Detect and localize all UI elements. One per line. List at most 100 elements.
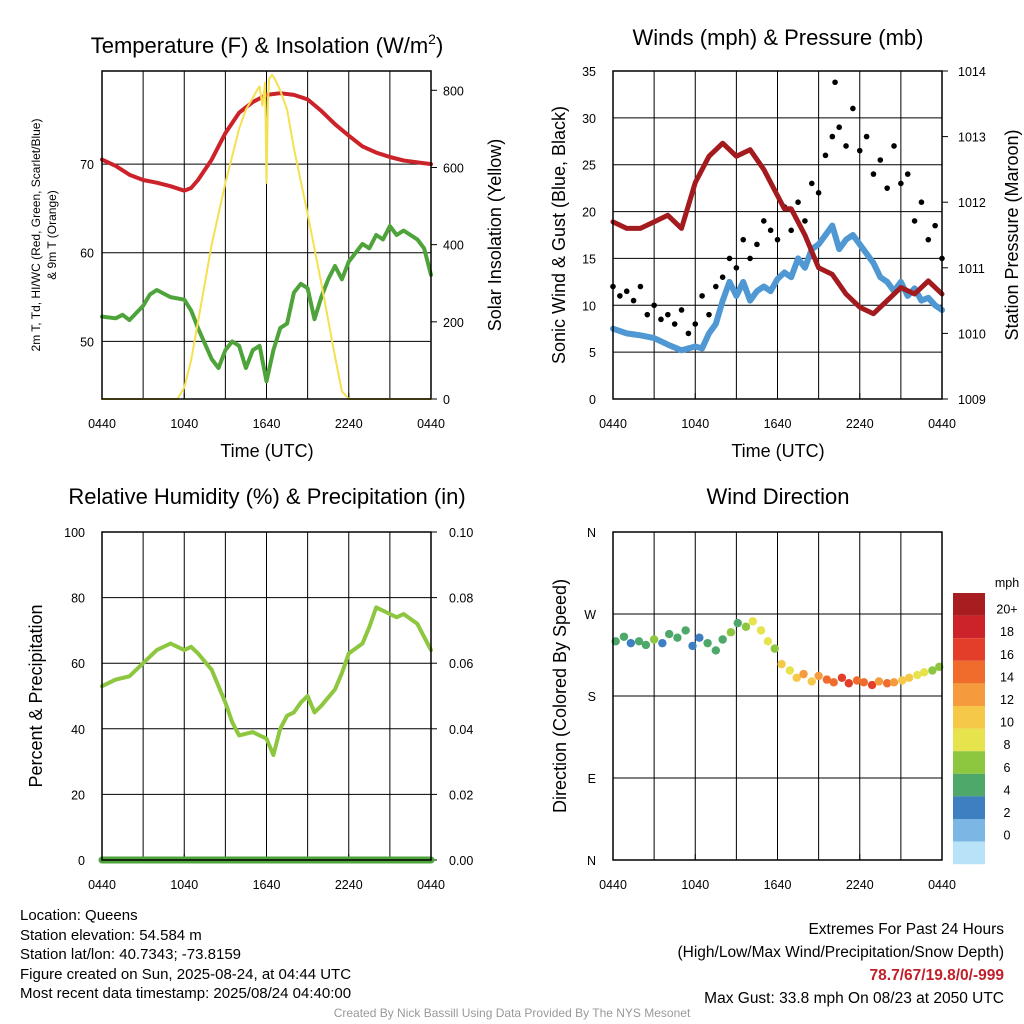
- wdir-panel-ylabel: Direction (Colored By Speed): [550, 579, 570, 813]
- wind-panel-ylabel-left: Sonic Wind & Gust (Blue, Black): [549, 106, 569, 364]
- wind-gust-point: [699, 293, 705, 299]
- wind-gust-point: [932, 222, 938, 229]
- rh-ytick-right: 0.02: [449, 788, 473, 802]
- wind-ytick-right: 1014: [958, 65, 986, 79]
- wind-ytick-left: 25: [582, 159, 596, 173]
- credit-text: Created By Nick Bassill Using Data Provi…: [333, 1006, 691, 1020]
- wind-xtick-label: 1040: [681, 417, 709, 431]
- extremes-fields: (High/Low/Max Wind/Precipitation/Snow De…: [677, 944, 1005, 961]
- wind-gust-point: [822, 152, 829, 159]
- wind-gust-point: [795, 199, 801, 205]
- wind-gust-point: [685, 330, 692, 337]
- pressure-line: [610, 140, 945, 317]
- wind-gust-point: [713, 283, 719, 290]
- wind-gust-point: [850, 105, 856, 112]
- temp-panel-plot: 0440 1040 1640 2240 0440 50 60 70 0 200 400 600 800: [80, 70, 464, 431]
- wdir-point: [882, 679, 892, 688]
- wind-panel-title: Winds (mph) & Pressure (mb): [633, 25, 924, 50]
- rh-panel-ylabel: Percent & Precipitation: [26, 604, 46, 787]
- wdir-point: [756, 626, 766, 635]
- wdir-frame: [612, 531, 943, 861]
- colorbar-label: 12: [1000, 693, 1014, 707]
- wind-gust-point: [911, 218, 918, 224]
- wdir-point: [658, 638, 667, 648]
- wdir-panel-title: Wind Direction: [706, 484, 849, 509]
- wind-gust-point: [617, 293, 623, 299]
- wdir-point: [867, 680, 877, 690]
- temp-ytick-left: 70: [80, 158, 94, 172]
- wind-ytick-right: 1009: [958, 393, 986, 407]
- wind-gust-point: [678, 307, 685, 313]
- wind-gust-point: [891, 143, 897, 149]
- colorbar-swatch: [953, 796, 985, 819]
- rh-ytick-left: 80: [71, 592, 85, 606]
- wind-gust-point: [706, 311, 712, 318]
- wind-ytick-left: 20: [582, 206, 596, 220]
- colorbar-swatch: [953, 638, 985, 661]
- wdir-point: [733, 618, 742, 628]
- wdir-xtick-label: 2240: [846, 878, 874, 892]
- wdir-xtick-label: 1640: [764, 878, 792, 892]
- colorbar-label: 10: [1000, 716, 1014, 730]
- wdir-point: [741, 622, 751, 631]
- colorbar-label: 0: [1004, 829, 1011, 843]
- wind-gust-point: [904, 171, 911, 177]
- colorbar-swatch: [953, 751, 985, 774]
- wind-gust-point: [802, 218, 808, 224]
- temp-ytick-left: 50: [80, 335, 94, 349]
- temp-panel-ylabel-left-1: 2m T, Td, HI/WC (Red, Green, Scarlet/Blu…: [29, 119, 43, 352]
- wind-gust-point: [856, 147, 863, 154]
- wind-ytick-left: 10: [582, 299, 596, 313]
- wind-gust-point: [836, 124, 842, 131]
- wind-gust-point: [815, 190, 822, 196]
- rh-ytick-left: 40: [71, 723, 85, 737]
- rh-ytick-right: 0.08: [449, 592, 473, 606]
- wind-gust-point: [788, 227, 795, 234]
- temp-frame: [101, 70, 432, 400]
- wind-ytick-left: 15: [582, 252, 596, 266]
- wdir-point: [673, 633, 682, 642]
- temp-ytick-left: 60: [80, 247, 94, 261]
- wind-gust-point: [754, 241, 760, 248]
- colorbar-swatch: [953, 615, 985, 639]
- temp-panel-xlabel: Time (UTC): [220, 441, 313, 461]
- wind-ytick-right: 1012: [958, 196, 986, 210]
- wind-gust-point: [719, 274, 726, 280]
- wind-gust-point: [740, 236, 747, 243]
- wdir-ytick-label: N: [587, 526, 596, 540]
- wind-ytick-left: 30: [582, 112, 596, 126]
- wdir-xtick-label: 1040: [681, 878, 709, 892]
- temp-ytick-right: 600: [443, 161, 464, 175]
- wind-gust-point: [733, 265, 740, 271]
- temp-ytick-right: 800: [443, 84, 464, 98]
- wind-panel-xlabel: Time (UTC): [731, 441, 824, 461]
- wind-xtick-label: 0440: [928, 417, 956, 431]
- wind-gust-point: [760, 218, 767, 224]
- wind-gust-point: [925, 236, 932, 243]
- max-gust-text: Max Gust: 33.8 mph On 08/23 at 2050 UTC: [704, 990, 1004, 1007]
- wind-ytick-left: 35: [582, 65, 596, 79]
- wdir-point: [688, 641, 697, 651]
- wdir-point: [681, 626, 690, 635]
- wind-gust-point: [767, 227, 774, 234]
- wdir-point: [711, 646, 721, 655]
- rh-ytick-right: 0.00: [449, 854, 473, 868]
- wdir-ytick-label: W: [584, 608, 596, 622]
- temp-panel-ylabel-right: Solar Insolation (Yellow): [485, 139, 505, 331]
- wind-gust-point: [808, 180, 815, 187]
- colorbar-swatch: [953, 683, 985, 706]
- colorbar-swatch: [953, 819, 985, 842]
- rh-xtick-label: 0440: [88, 878, 116, 892]
- temp-ytick-right: 200: [443, 316, 464, 330]
- wdir-point: [814, 671, 823, 681]
- rh-xtick-label: 2240: [335, 878, 363, 892]
- wdir-point: [807, 677, 816, 686]
- colorbar-label: 8: [1004, 738, 1011, 752]
- wind-gust-point: [658, 316, 664, 323]
- wind-gust-point: [870, 171, 877, 177]
- wdir-point: [852, 676, 862, 685]
- wdir-point: [619, 632, 629, 641]
- temp-panel-title: Temperature (F) & Insolation (W/m2): [91, 31, 444, 58]
- rh-series-0: [100, 605, 433, 757]
